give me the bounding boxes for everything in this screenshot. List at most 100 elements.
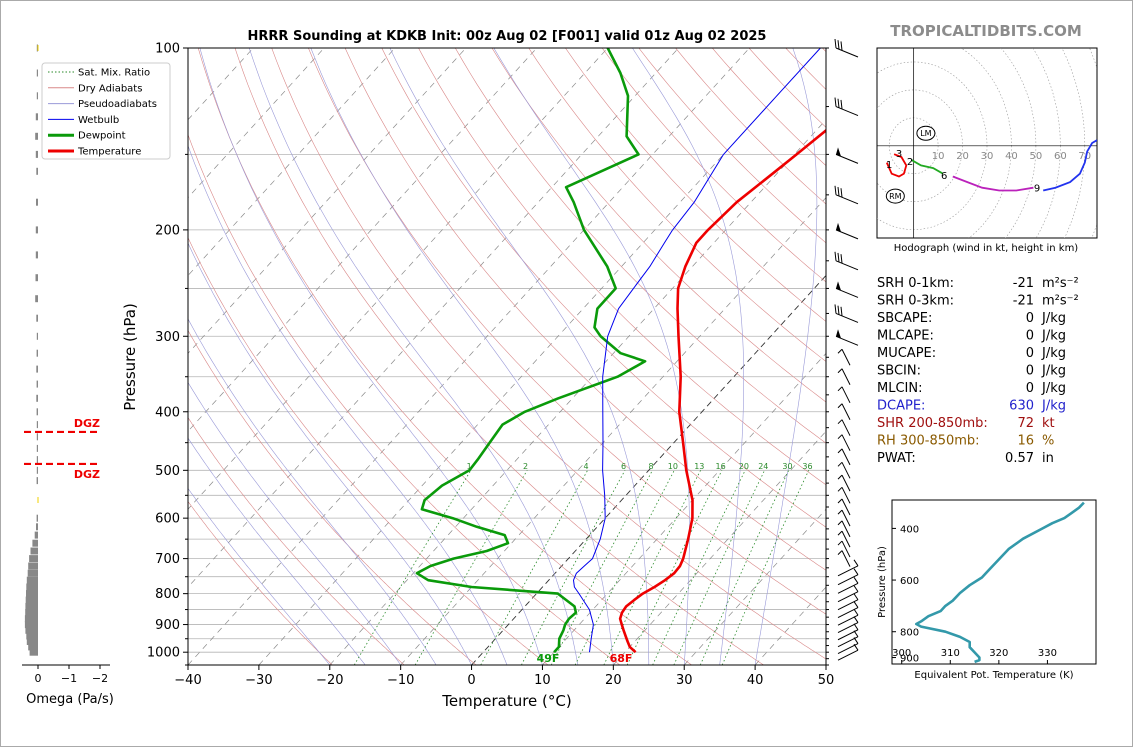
pseudoadiabat-line [248, 48, 579, 665]
dry-adiabat-line [455, 48, 826, 444]
barb-feather [840, 306, 843, 316]
hodograph-ring-label: 60 [1054, 151, 1067, 162]
barb-staff [841, 520, 851, 538]
omega-bar [35, 113, 38, 121]
omega-bar [36, 421, 38, 429]
dry-adiabat-line [188, 236, 549, 665]
wind-barb [837, 368, 851, 385]
barb-staff [841, 368, 851, 385]
barb-feather [837, 98, 840, 108]
barb-feather [837, 550, 843, 555]
skewt-x-axis-label: Temperature (°C) [441, 692, 571, 710]
barb-staff [841, 474, 851, 492]
hodograph-ring-label: 30 [981, 151, 994, 162]
theta-e-x-axis-label: Equivalent Pot. Temperature (K) [914, 670, 1073, 681]
hodograph-trace [952, 175, 1034, 192]
theta-e-panel: 300 310 320 330 400 600 800 900 [891, 499, 1097, 665]
mixing-ratio-label: 1 [467, 462, 472, 471]
index-table: SRH 0-1km: -21 m²s⁻² SRH 0-3km: -21 m²s⁻² SBCA… [877, 276, 1079, 466]
pseudoadiabat-line [188, 437, 366, 665]
barb-feather [840, 99, 843, 110]
index-value: -21 [1013, 276, 1034, 291]
index-name: SHR 200-850mb: [877, 416, 988, 431]
index-name: SRH 0-1km: [877, 276, 954, 291]
barb-feather [837, 530, 843, 536]
y-tick-label: 800 [155, 587, 180, 602]
omega-bar [36, 198, 38, 206]
hodograph-ring-label: 10 [932, 151, 945, 162]
dry-adiabat-line [308, 48, 826, 615]
omega-bar [34, 531, 38, 539]
omega-bar [35, 274, 38, 282]
omega-tick-label: −2 [92, 672, 108, 685]
mixing-ratio-line [574, 470, 675, 665]
y-tick-label: 100 [155, 42, 180, 57]
mixing-ratio-label: 2 [523, 462, 528, 471]
y-tick-label: 700 [155, 552, 180, 567]
isotherm-line [188, 48, 538, 432]
theta-e-frame [891, 499, 1097, 665]
surface-dewpoint-label: 49F [537, 652, 560, 665]
barb-feather [853, 630, 859, 638]
mixing-ratio-line [550, 470, 653, 665]
barb-feather [834, 251, 837, 261]
x-tick-label: 30 [676, 673, 693, 688]
theta-e-x-tick-label: 300 [892, 648, 911, 659]
hodograph-height-label: 6 [941, 171, 947, 182]
isotherm-line [188, 48, 467, 354]
omega-bar [36, 349, 38, 357]
wind-barb [837, 577, 859, 594]
mixing-ratio-label: 4 [584, 462, 589, 471]
wind-barb [834, 97, 859, 117]
barb-feather [837, 252, 840, 263]
barb-staff [835, 260, 859, 271]
omega-bar [36, 466, 38, 474]
index-unit: J/kg [1041, 364, 1066, 379]
barb-staff [837, 599, 859, 611]
omega-bar [29, 648, 38, 656]
omega-bar [24, 615, 38, 623]
omega-bar [28, 643, 38, 651]
index-name: SRH 0-3km: [877, 294, 954, 309]
barb-staff [835, 287, 859, 298]
barb-staff [837, 574, 859, 586]
barb-staff [841, 462, 851, 479]
mixing-ratio-line [353, 470, 472, 665]
barb-feather [834, 185, 837, 195]
mixing-ratio-line [721, 470, 810, 665]
dry-adiabat-line [234, 48, 764, 665]
wind-barb [837, 568, 859, 586]
mixing-ratio-label: 24 [758, 462, 768, 471]
theta-e-x-tick-label: 310 [941, 648, 960, 659]
barb-feather [837, 498, 843, 504]
theta-e-y-tick-label: 400 [900, 524, 919, 535]
omega-bar [26, 576, 38, 584]
mixing-ratio-label: 30 [782, 462, 792, 471]
wind-barb [837, 348, 851, 366]
index-value: 0 [1026, 311, 1034, 326]
hodograph-trace [885, 153, 908, 178]
omega-bar [36, 523, 38, 531]
pseudoadiabat-line [199, 48, 543, 665]
barb-staff [837, 591, 859, 603]
omega-bar [35, 226, 38, 234]
index-name: SBCIN: [877, 364, 921, 379]
omega-bar [36, 477, 38, 485]
barb-feather [840, 188, 843, 198]
theta-e-y-tick-label: 800 [900, 628, 919, 639]
pseudoadiabat-line [310, 48, 614, 665]
barb-staff [841, 487, 851, 504]
barb-feather [837, 540, 843, 546]
index-name: MLCAPE: [877, 329, 934, 344]
skewt-y-ticks: 100 200 300 400 500 600 700 800 900 1000 [147, 42, 829, 666]
index-name: PWAT: [877, 451, 916, 466]
barb-pennant [836, 281, 841, 291]
x-tick-label: −40 [174, 673, 201, 688]
barb-feather [837, 486, 843, 492]
legend-label: Dry Adiabats [78, 83, 142, 94]
barb-feather [840, 254, 843, 264]
hodograph-plot: 10 20 30 40 50 60 70 1 23 6 9 LM RM [877, 48, 1097, 238]
barb-feather [840, 41, 843, 51]
wind-barbs [834, 38, 859, 661]
index-value: 16 [1017, 434, 1034, 449]
